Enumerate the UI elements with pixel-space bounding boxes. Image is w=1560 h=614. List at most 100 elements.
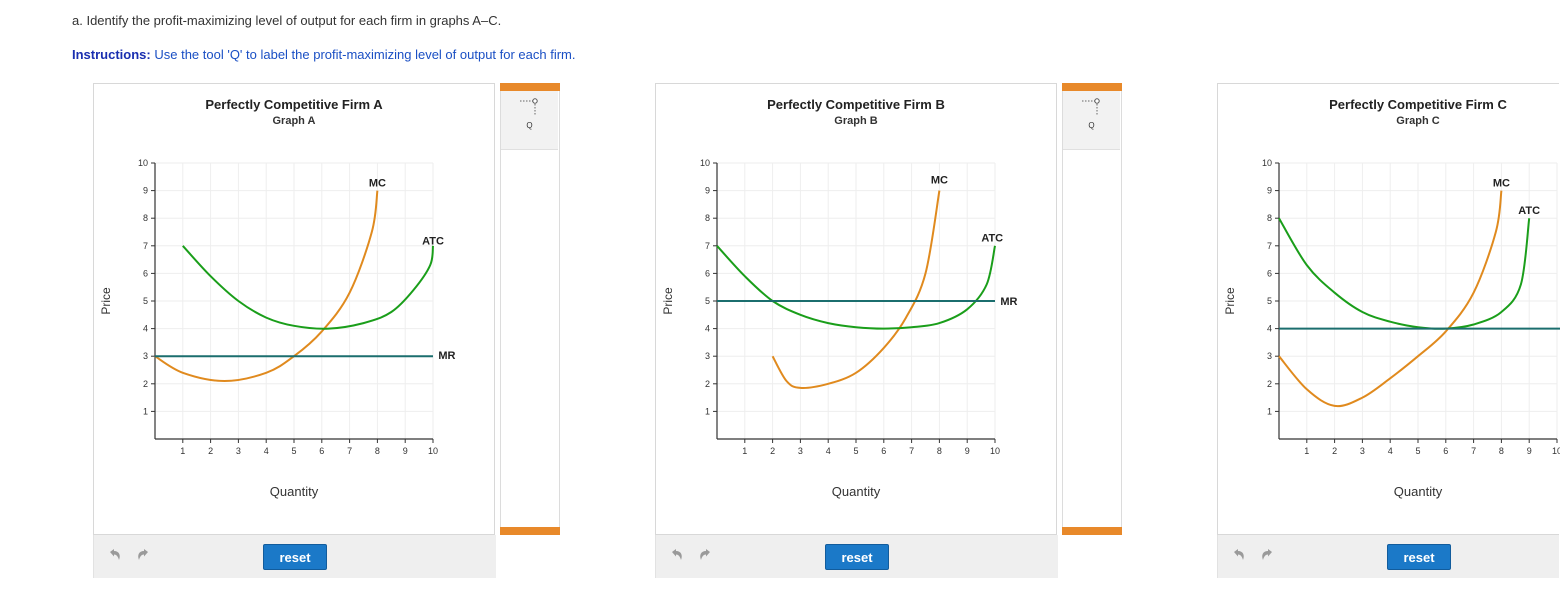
y-tick-label: 3 xyxy=(1267,351,1272,361)
x-tick-label: 10 xyxy=(990,446,1000,456)
palette-scroll-down[interactable] xyxy=(500,527,560,535)
undo-icon[interactable] xyxy=(668,547,686,565)
y-axis-label: Price xyxy=(1223,287,1237,315)
x-axis-label: Quantity xyxy=(832,484,881,499)
x-tick-label: 9 xyxy=(965,446,970,456)
series-mc-label: MC xyxy=(931,175,948,187)
series-atc-label: ATC xyxy=(981,233,1003,245)
tool-q-label: Q xyxy=(1088,121,1095,130)
tool-palette-b: Q xyxy=(1062,83,1122,535)
reset-button[interactable]: reset xyxy=(825,544,889,570)
graph-area-c[interactable]: Perfectly Competitive Firm C Graph C 1 2 3 4 5… xyxy=(1217,83,1560,535)
graph-panel-b: Perfectly Competitive Firm B Graph B 1 2 3 4 5… xyxy=(655,83,1058,578)
graph-panel-c: Perfectly Competitive Firm C Graph C 1 2 3 4 5… xyxy=(1217,83,1560,578)
graph-footer-c: reset xyxy=(1217,535,1559,578)
x-tick-label: 9 xyxy=(403,446,408,456)
redo-icon[interactable] xyxy=(1258,547,1276,565)
x-tick-label: 6 xyxy=(319,446,324,456)
reset-button[interactable]: reset xyxy=(263,544,327,570)
x-tick-label: 2 xyxy=(1332,446,1337,456)
x-axis-label: Quantity xyxy=(270,484,319,499)
y-tick-label: 8 xyxy=(1267,213,1272,223)
tool-q-label: Q xyxy=(526,121,533,130)
x-tick-label: 4 xyxy=(826,446,831,456)
y-tick-label: 6 xyxy=(143,268,148,278)
y-tick-label: 3 xyxy=(143,351,148,361)
point-q-icon xyxy=(520,98,538,115)
x-tick-label: 3 xyxy=(1360,446,1365,456)
y-tick-label: 8 xyxy=(143,213,148,223)
instructions-prefix: Instructions: xyxy=(72,47,151,62)
x-axis-label: Quantity xyxy=(1394,484,1443,499)
x-tick-label: 10 xyxy=(428,446,438,456)
series-atc-line xyxy=(182,245,434,330)
y-tick-label: 2 xyxy=(1267,379,1272,389)
series-mr-label: MR xyxy=(438,350,455,362)
x-tick-label: 8 xyxy=(937,446,942,456)
y-tick-label: 9 xyxy=(705,186,710,196)
y-tick-label: 9 xyxy=(1267,186,1272,196)
redo-icon[interactable] xyxy=(134,547,152,565)
y-tick-label: 8 xyxy=(705,213,710,223)
series-atc-label: ATC xyxy=(422,235,444,247)
graph-footer-b: reset xyxy=(655,535,1058,578)
chart-b: Perfectly Competitive Firm B Graph B 1 2 3 4 5… xyxy=(661,97,1018,499)
x-tick-label: 3 xyxy=(798,446,803,456)
x-tick-label: 3 xyxy=(236,446,241,456)
x-tick-label: 1 xyxy=(1304,446,1309,456)
y-tick-label: 2 xyxy=(705,379,710,389)
x-tick-label: 8 xyxy=(1499,446,1504,456)
x-tick-label: 5 xyxy=(1415,446,1420,456)
series-atc-line xyxy=(1278,217,1531,330)
palette-column xyxy=(500,91,560,527)
y-axis-label: Price xyxy=(661,287,675,315)
x-tick-label: 6 xyxy=(881,446,886,456)
chart-c: Perfectly Competitive Firm C Graph C 1 2 3 4 5… xyxy=(1223,97,1560,499)
x-tick-label: 7 xyxy=(1471,446,1476,456)
x-tick-label: 1 xyxy=(180,446,185,456)
palette-scroll-up[interactable] xyxy=(500,83,560,91)
x-tick-label: 1 xyxy=(742,446,747,456)
y-tick-label: 7 xyxy=(705,241,710,251)
series-atc-line xyxy=(716,245,996,330)
tool-palette-a: Q xyxy=(500,83,560,535)
point-q-icon xyxy=(1082,98,1100,115)
graph-area-b[interactable]: Perfectly Competitive Firm B Graph B 1 2 3 4 5… xyxy=(655,83,1057,535)
chart-title: Perfectly Competitive Firm B xyxy=(767,97,945,112)
x-tick-label: 2 xyxy=(770,446,775,456)
chart-a: Perfectly Competitive Firm A Graph A 1 2 3 4 5… xyxy=(99,97,456,499)
y-tick-label: 10 xyxy=(1262,158,1272,168)
y-tick-label: 1 xyxy=(143,406,148,416)
chart-title: Perfectly Competitive Firm A xyxy=(205,97,383,112)
question-text: a. Identify the profit-maximizing level … xyxy=(72,13,502,28)
y-tick-label: 10 xyxy=(700,158,710,168)
series-mc-label: MC xyxy=(1493,177,1510,189)
y-tick-label: 9 xyxy=(143,186,148,196)
x-tick-label: 6 xyxy=(1443,446,1448,456)
y-tick-label: 6 xyxy=(1267,268,1272,278)
series-mr-label: MR xyxy=(1000,296,1017,308)
x-tick-label: 5 xyxy=(291,446,296,456)
x-tick-label: 10 xyxy=(1552,446,1560,456)
undo-icon[interactable] xyxy=(106,547,124,565)
x-tick-label: 9 xyxy=(1527,446,1532,456)
graph-area-a[interactable]: Perfectly Competitive Firm A Graph A 1 2 3 4 5… xyxy=(93,83,495,535)
x-tick-label: 2 xyxy=(208,446,213,456)
y-tick-label: 1 xyxy=(705,406,710,416)
y-tick-label: 4 xyxy=(1267,324,1272,334)
y-tick-label: 3 xyxy=(705,351,710,361)
graph-footer-a: reset xyxy=(93,535,496,578)
y-tick-label: 7 xyxy=(1267,241,1272,251)
series-mc-line xyxy=(1278,190,1503,408)
undo-icon[interactable] xyxy=(1230,547,1248,565)
tool-q-button[interactable]: Q xyxy=(501,91,558,150)
tool-q-button[interactable]: Q xyxy=(1063,91,1120,150)
palette-scroll-down[interactable] xyxy=(1062,527,1122,535)
redo-icon[interactable] xyxy=(696,547,714,565)
graph-panel-a: Perfectly Competitive Firm A Graph A 1 2 3 4 5… xyxy=(93,83,496,578)
y-axis-label: Price xyxy=(99,287,113,315)
x-tick-label: 7 xyxy=(909,446,914,456)
reset-button[interactable]: reset xyxy=(1387,544,1451,570)
y-tick-label: 5 xyxy=(1267,296,1272,306)
palette-scroll-up[interactable] xyxy=(1062,83,1122,91)
